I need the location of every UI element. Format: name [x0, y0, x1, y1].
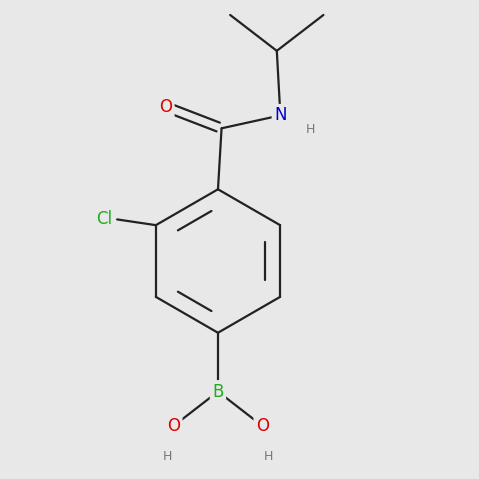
Text: O: O	[167, 417, 180, 435]
Text: B: B	[212, 383, 224, 400]
Text: O: O	[159, 98, 172, 116]
Text: H: H	[306, 123, 315, 136]
Text: N: N	[274, 106, 286, 125]
Text: Cl: Cl	[96, 210, 112, 228]
Text: H: H	[263, 450, 273, 463]
Text: O: O	[256, 417, 269, 435]
Text: H: H	[163, 450, 172, 463]
